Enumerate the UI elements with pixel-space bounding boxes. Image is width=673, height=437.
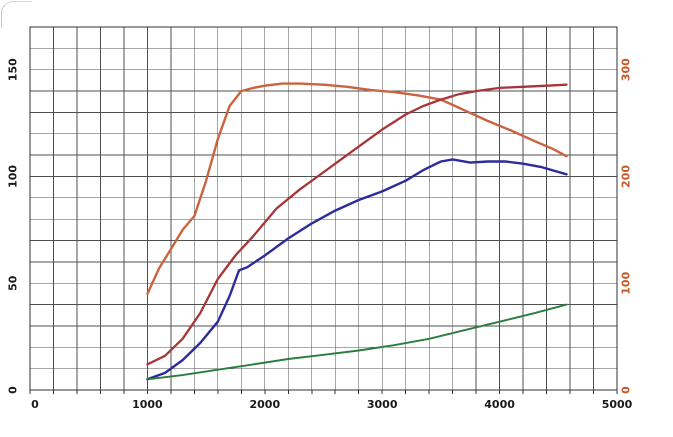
green-curve-line xyxy=(146,303,568,381)
x-tick-label: 2000 xyxy=(249,398,280,411)
x-tick-label: 0 xyxy=(31,398,39,411)
x-tick-label: 4000 xyxy=(484,398,515,411)
y-right-tick-label: 300 xyxy=(620,58,633,81)
blue-curve-line xyxy=(146,158,568,381)
x-tick-label: 5000 xyxy=(602,398,633,411)
y-left-tick-label: 50 xyxy=(7,275,20,291)
plot-border xyxy=(29,26,618,391)
y-right-axis-labels: 0 100 200 300 xyxy=(620,58,633,394)
orange-curve-line xyxy=(146,82,568,296)
x-tick-label: 1000 xyxy=(132,398,163,411)
grid xyxy=(29,26,618,391)
y-right-tick-label: 0 xyxy=(620,386,633,394)
y-left-tick-label: 150 xyxy=(7,58,20,81)
x-tick-label: 3000 xyxy=(367,398,398,411)
x-axis-ticks xyxy=(29,390,618,394)
y-right-tick-label: 200 xyxy=(620,165,633,188)
y-left-tick-label: 0 xyxy=(7,386,20,394)
y-left-tick-label: 100 xyxy=(7,165,20,188)
y-left-axis-labels: 0 50 100 150 xyxy=(7,58,20,394)
x-axis-labels: 0 1000 2000 3000 4000 5000 xyxy=(31,398,632,411)
red-curve-line xyxy=(146,83,568,366)
y-right-tick-label: 100 xyxy=(620,271,633,294)
